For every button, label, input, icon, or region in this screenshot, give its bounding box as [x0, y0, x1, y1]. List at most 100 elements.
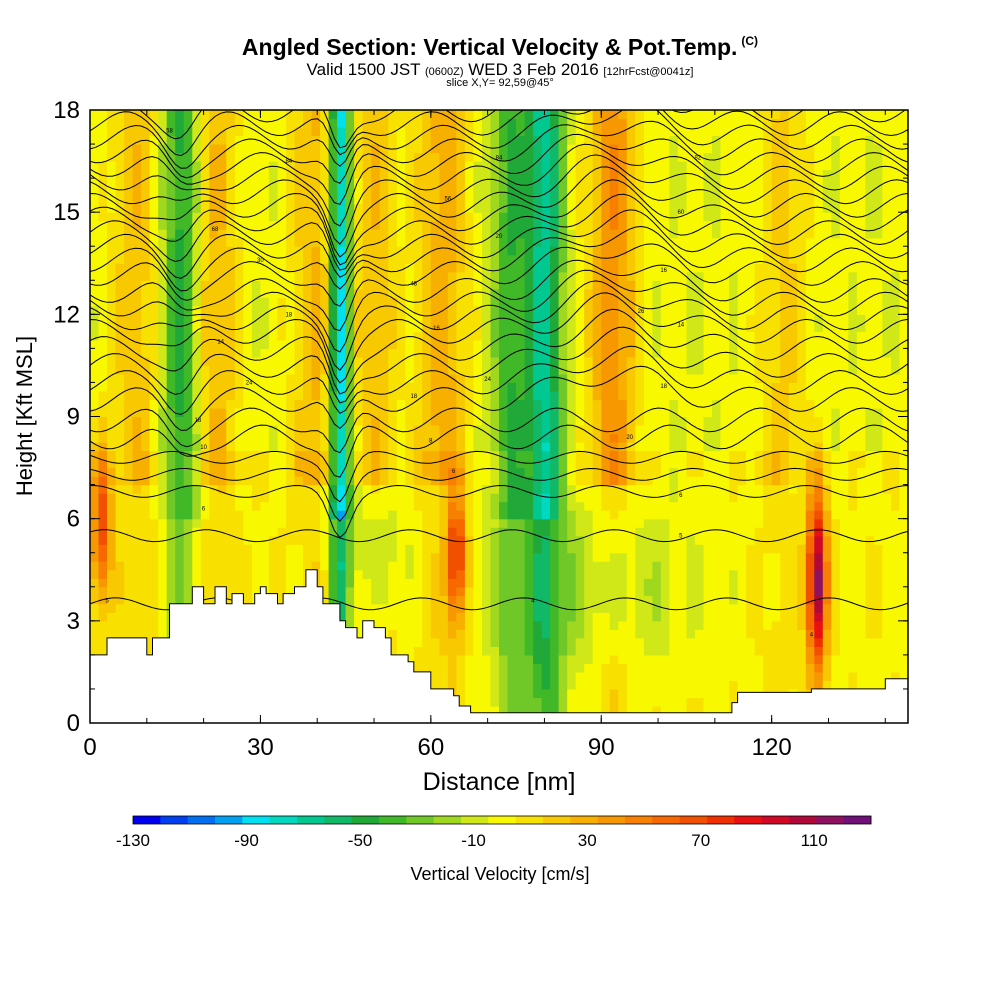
velocity-cell: [550, 391, 560, 401]
velocity-cell: [175, 433, 185, 443]
velocity-cell: [575, 391, 585, 401]
velocity-cell: [166, 220, 176, 230]
velocity-cell: [601, 161, 611, 171]
velocity-cell: [132, 135, 142, 145]
velocity-cell: [183, 518, 193, 528]
velocity-cell: [507, 535, 517, 545]
velocity-cell: [115, 186, 125, 196]
velocity-cell: [601, 637, 611, 647]
velocity-cell: [626, 442, 636, 452]
velocity-cell: [243, 144, 253, 154]
velocity-cell: [413, 442, 423, 452]
velocity-cell: [277, 595, 287, 605]
velocity-cell: [166, 595, 176, 605]
velocity-cell: [362, 552, 372, 562]
velocity-cell: [473, 373, 483, 383]
velocity-cell: [643, 706, 653, 716]
velocity-cell: [405, 246, 415, 256]
velocity-cell: [124, 356, 134, 366]
velocity-cell: [405, 467, 415, 477]
velocity-cell: [635, 671, 645, 681]
velocity-cell: [660, 527, 670, 537]
velocity-cell: [499, 544, 509, 554]
velocity-cell: [601, 178, 611, 188]
velocity-cell: [226, 459, 236, 469]
velocity-cell: [473, 271, 483, 281]
velocity-cell: [396, 416, 406, 426]
velocity-cell: [286, 314, 296, 324]
velocity-cell: [473, 331, 483, 341]
velocity-cell: [464, 646, 474, 656]
velocity-cell: [456, 237, 466, 247]
velocity-cell: [541, 433, 551, 443]
velocity-cell: [618, 229, 628, 239]
velocity-cell: [226, 569, 236, 579]
velocity-cell: [107, 229, 117, 239]
velocity-cell: [524, 450, 534, 460]
velocity-cell: [251, 297, 261, 307]
velocity-cell: [669, 161, 679, 171]
velocity-cell: [132, 544, 142, 554]
velocity-cell: [277, 535, 287, 545]
velocity-cell: [507, 254, 517, 264]
velocity-cell: [567, 178, 577, 188]
velocity-cell: [379, 271, 389, 281]
velocity-cell: [200, 186, 210, 196]
velocity-cell: [439, 501, 449, 511]
velocity-cell: [413, 152, 423, 162]
velocity-cell: [345, 467, 355, 477]
velocity-cell: [311, 314, 321, 324]
velocity-cell: [149, 578, 159, 588]
velocity-cell: [652, 365, 662, 375]
velocity-cell: [618, 663, 628, 673]
velocity-cell: [166, 493, 176, 503]
velocity-cell: [345, 493, 355, 503]
velocity-cell: [98, 314, 108, 324]
velocity-cell: [183, 169, 193, 179]
velocity-cell: [626, 161, 636, 171]
velocity-cell: [243, 297, 253, 307]
velocity-cell: [456, 527, 466, 537]
velocity-cell: [635, 680, 645, 690]
velocity-cell: [107, 603, 117, 613]
velocity-cell: [362, 161, 372, 171]
velocity-cell: [575, 271, 585, 281]
velocity-cell: [209, 229, 219, 239]
velocity-cell: [558, 305, 568, 315]
velocity-cell: [635, 399, 645, 409]
velocity-cell: [90, 620, 100, 630]
velocity-cell: [98, 195, 108, 205]
velocity-cell: [328, 510, 338, 520]
velocity-cell: [234, 144, 244, 154]
velocity-cell: [558, 612, 568, 622]
velocity-cell: [260, 425, 270, 435]
velocity-cell: [507, 510, 517, 520]
velocity-cell: [652, 339, 662, 349]
velocity-cell: [422, 339, 432, 349]
velocity-cell: [422, 152, 432, 162]
velocity-cell: [379, 339, 389, 349]
velocity-cell: [371, 493, 381, 503]
velocity-cell: [541, 467, 551, 477]
velocity-cell: [430, 569, 440, 579]
velocity-cell: [447, 671, 457, 681]
velocity-cell: [567, 212, 577, 222]
velocity-cell: [473, 229, 483, 239]
velocity-cell: [286, 382, 296, 392]
velocity-cell: [575, 348, 585, 358]
velocity-cell: [90, 263, 100, 273]
velocity-cell: [584, 161, 594, 171]
velocity-cell: [388, 314, 398, 324]
velocity-cell: [98, 569, 108, 579]
velocity-cell: [430, 288, 440, 298]
velocity-cell: [507, 552, 517, 562]
velocity-cell: [550, 586, 560, 596]
velocity-cell: [618, 527, 628, 537]
velocity-cell: [567, 382, 577, 392]
velocity-cell: [379, 373, 389, 383]
velocity-cell: [575, 254, 585, 264]
velocity-cell: [524, 186, 534, 196]
velocity-cell: [328, 578, 338, 588]
velocity-cell: [354, 569, 364, 579]
velocity-cell: [166, 408, 176, 418]
